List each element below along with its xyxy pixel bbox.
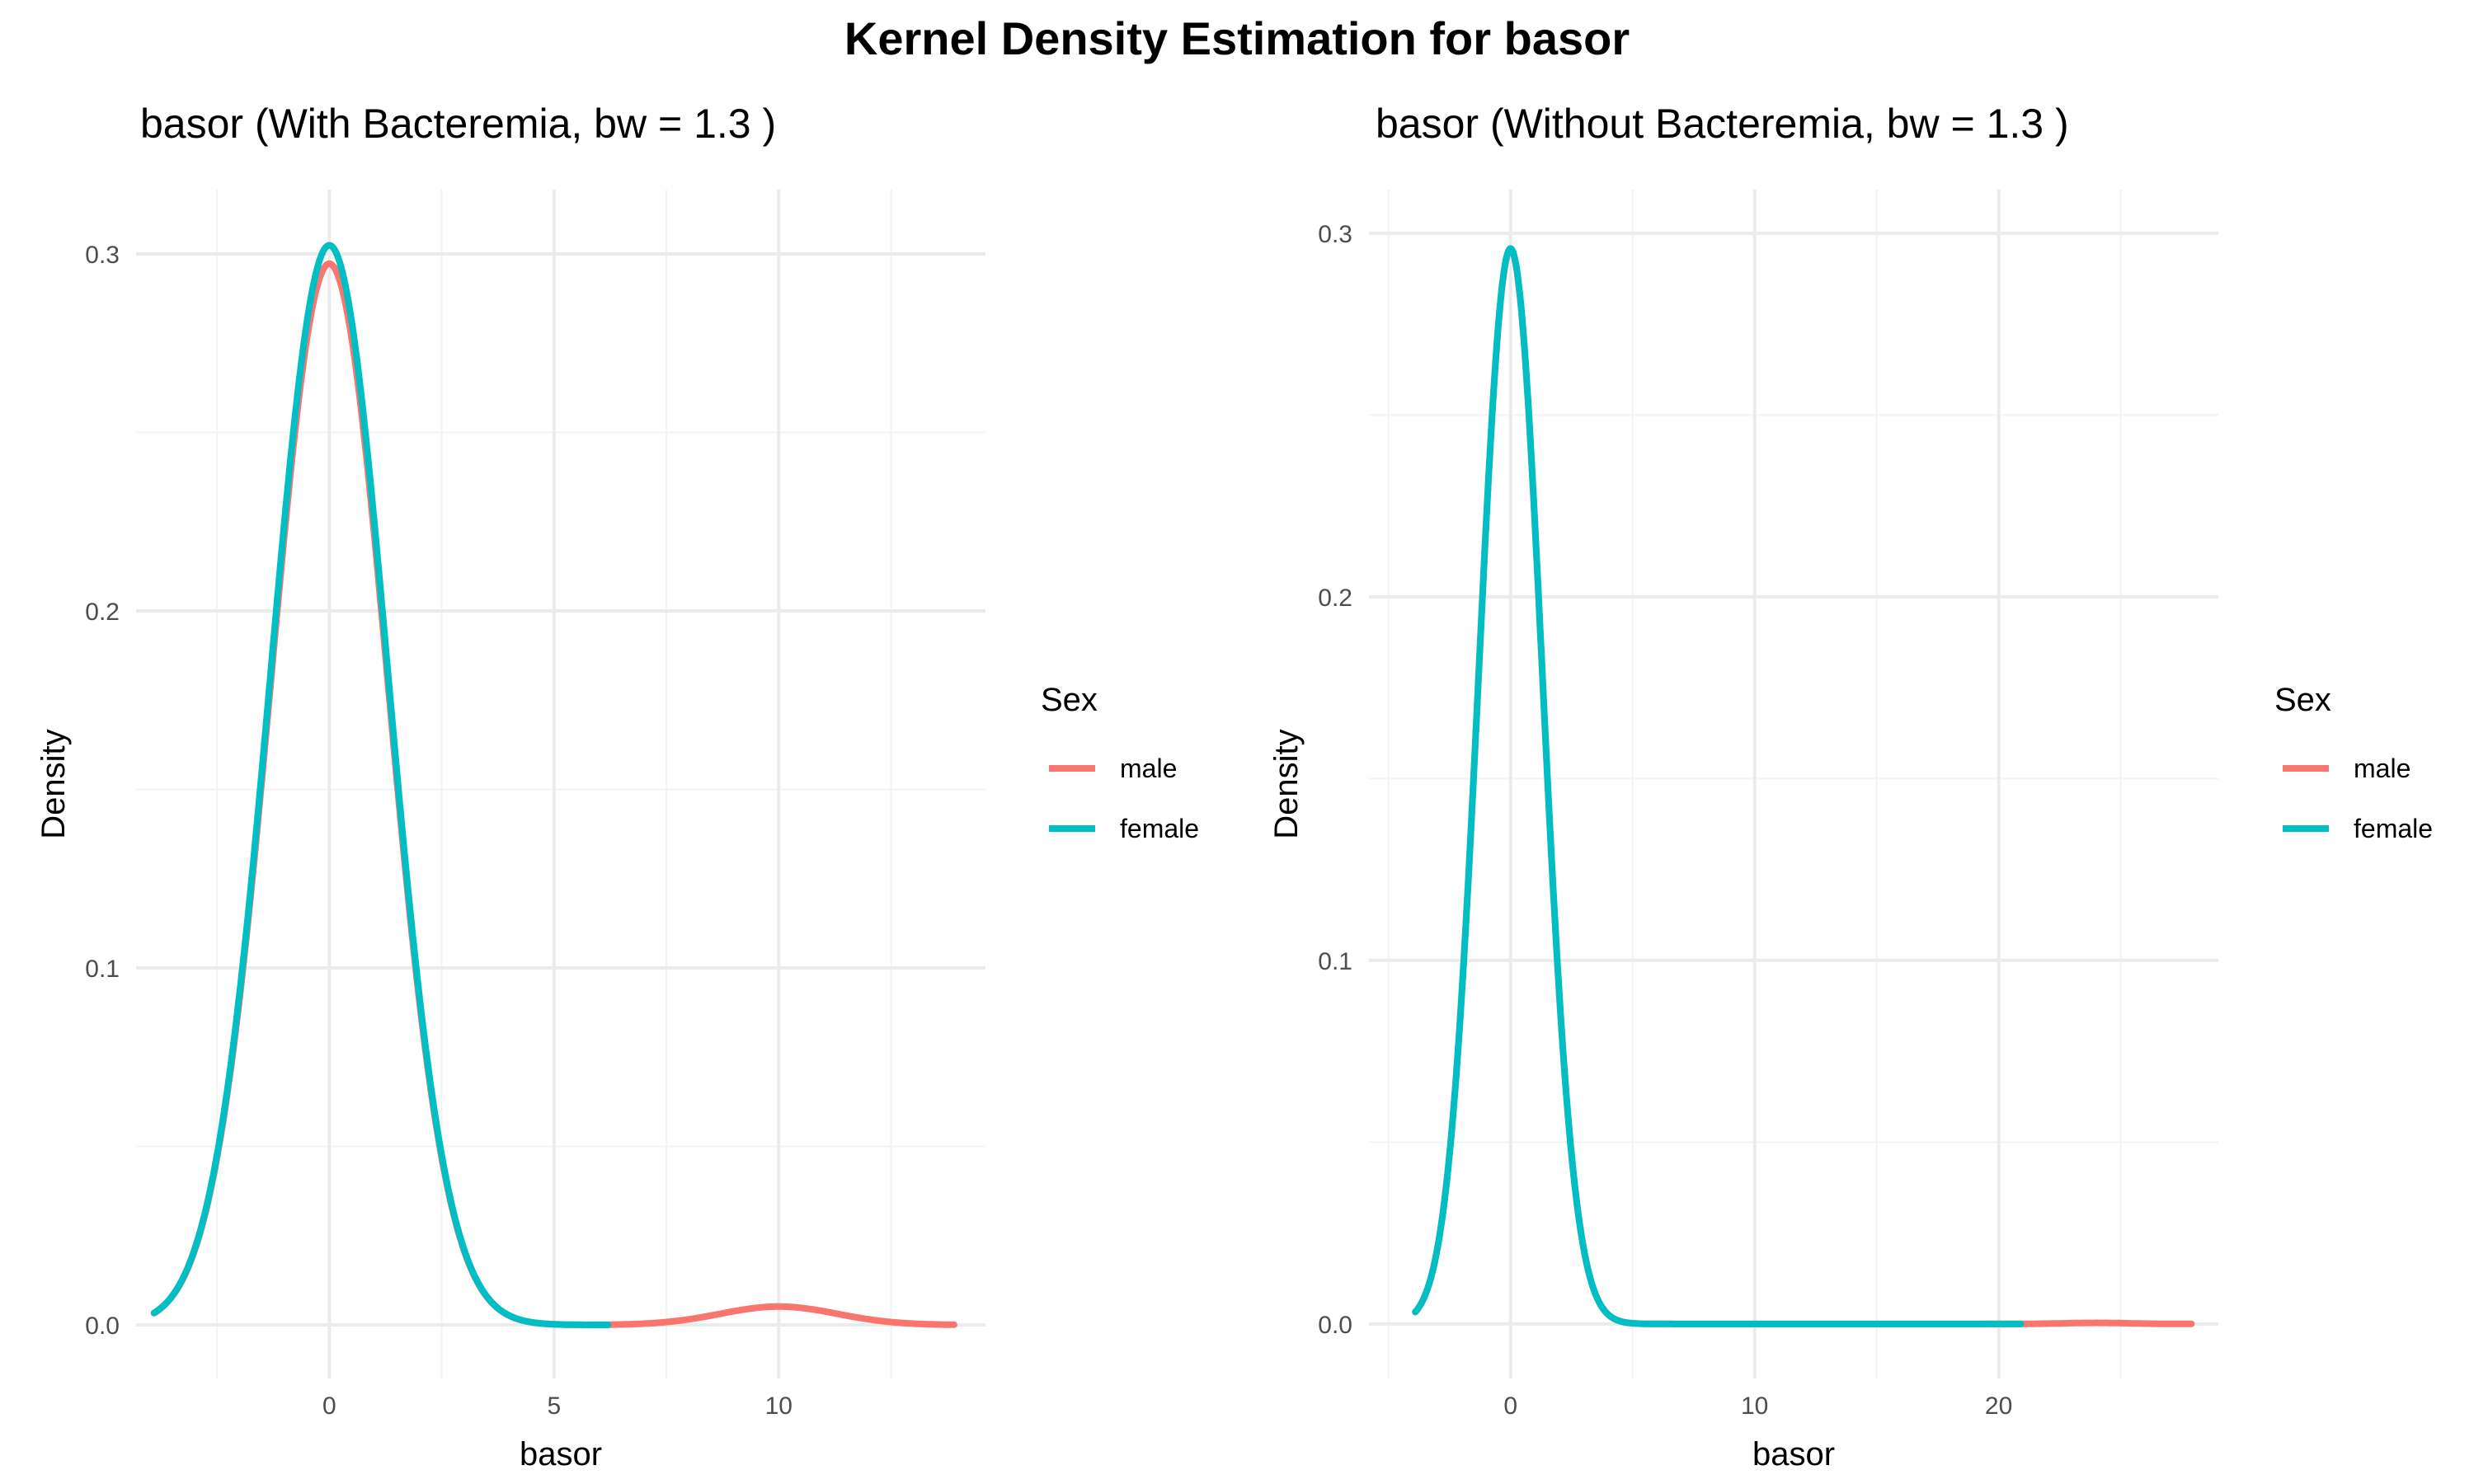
x-tick-label: 10: [765, 1392, 793, 1420]
panel-1: 0 5 10 0.0 0.1 0.2 0.3 basor (With Bacteremia, …: [35, 101, 1199, 1472]
legend: Sex male female: [2274, 682, 2433, 843]
y-tick-label: 0.1: [1318, 948, 1352, 975]
panel-2: 0 10 20 0.0 0.1 0.2 0.3 basor (Without Bacterem…: [1268, 101, 2433, 1472]
legend-label-male: male: [1120, 754, 1177, 783]
legend-label-female: female: [1120, 814, 1199, 843]
x-axis-label: basor: [520, 1436, 602, 1472]
y-tick-label: 0.0: [1318, 1312, 1352, 1339]
figure-title: Kernel Density Estimation for basor: [844, 12, 1630, 64]
density-curve-female: [1412, 245, 2025, 1327]
legend-title: Sex: [1041, 682, 1098, 718]
legend-title: Sex: [2274, 682, 2331, 718]
y-tick-label: 0.3: [1318, 221, 1352, 248]
x-tick-label: 0: [1503, 1392, 1517, 1420]
x-tick-label: 10: [1741, 1392, 1768, 1420]
density-curve-female: [150, 242, 612, 1328]
panels: 0 5 10 0.0 0.1 0.2 0.3 basor (With Bacteremia, …: [35, 101, 2433, 1472]
y-tick-label: 0.0: [85, 1313, 120, 1340]
y-axis-label: Density: [1268, 729, 1305, 838]
panel-title: basor (Without Bacteremia, bw = 1.3 ): [1376, 101, 2069, 147]
legend-label-female: female: [2354, 814, 2433, 843]
x-tick-label: 20: [1985, 1392, 2012, 1420]
y-tick-label: 0.1: [85, 956, 120, 983]
y-tick-label: 0.3: [85, 242, 120, 269]
legend: Sex male female: [1041, 682, 1199, 843]
panel-title: basor (With Bacteremia, bw = 1.3 ): [140, 101, 776, 147]
y-tick-label: 0.2: [1318, 585, 1352, 612]
x-axis-label: basor: [1752, 1436, 1835, 1472]
y-axis-label: Density: [35, 729, 72, 838]
y-tick-label: 0.2: [85, 599, 120, 626]
x-tick-label: 0: [322, 1392, 336, 1420]
legend-label-male: male: [2354, 754, 2411, 783]
x-tick-label: 5: [547, 1392, 561, 1420]
